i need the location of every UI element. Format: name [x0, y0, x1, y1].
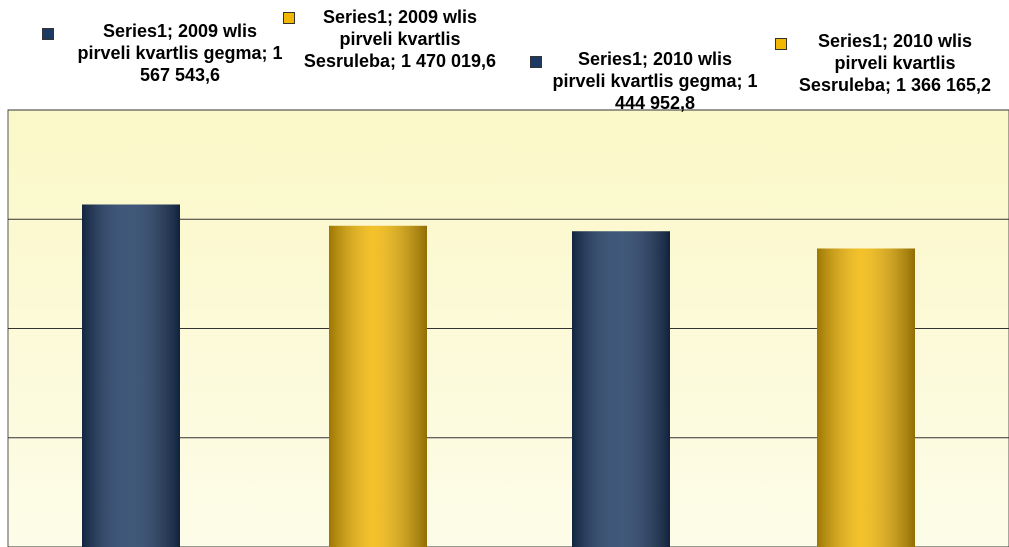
legend-key [530, 56, 542, 68]
legend-key [775, 38, 787, 50]
bar-shading [82, 204, 180, 547]
data-label: Series1; 2010 wlis pirveli kvartlis Sesr… [798, 31, 992, 95]
legend-key [283, 12, 295, 24]
data-label: Series1; 2009 wlis pirveli kvartlis Sesr… [303, 7, 497, 71]
data-label: Series1; 2009 wlis pirveli kvartlis gegm… [77, 21, 283, 85]
bar-shading [817, 248, 915, 547]
bar-shading [329, 225, 427, 547]
bar-shading [572, 231, 670, 547]
data-label: Series1; 2010 wlis pirveli kvartlis gegm… [552, 49, 758, 113]
legend-key [42, 28, 54, 40]
